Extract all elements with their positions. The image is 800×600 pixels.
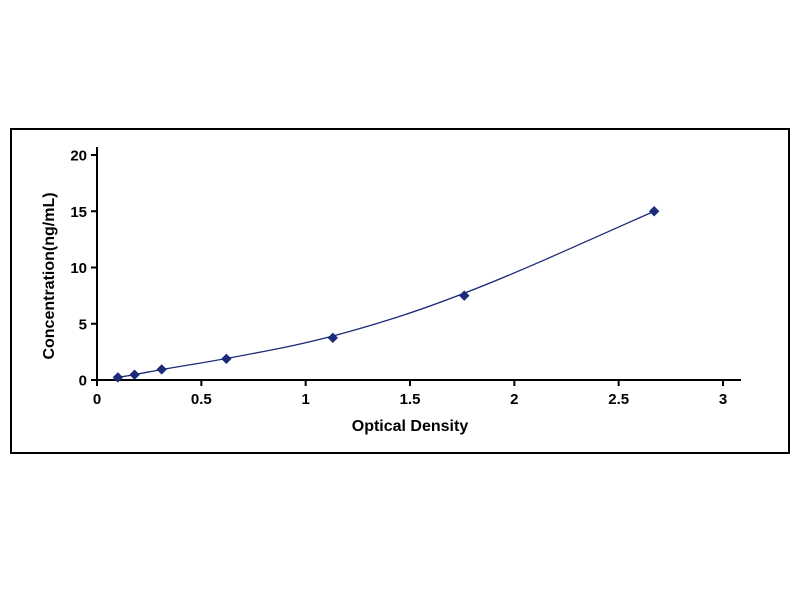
data-point-marker	[112, 372, 124, 383]
x-tick-label: 0	[93, 391, 101, 408]
x-tick-label: 2	[510, 391, 518, 408]
y-tick-label: 15	[70, 204, 87, 221]
data-point-marker	[327, 332, 339, 344]
x-tick-label: 2.5	[608, 391, 629, 408]
data-point-marker	[156, 364, 167, 375]
x-tick-label: 1	[301, 391, 309, 408]
plot-area: 0 5 10 15 20 0 0.5 1 1.5 2 2.5 3	[70, 147, 741, 408]
x-tick-label: 0.5	[191, 391, 212, 408]
y-tick-label: 5	[79, 316, 87, 333]
x-tick-label: 1.5	[400, 391, 421, 408]
data-point-marker	[648, 206, 660, 217]
y-tick-label: 10	[70, 260, 87, 277]
x-tick-label: 3	[719, 391, 727, 408]
data-point-marker	[221, 353, 232, 365]
standard-curve-chart: 0 5 10 15 20 0 0.5 1 1.5 2 2.5 3 Concentration(ng/m…	[10, 128, 790, 454]
y-tick-label: 20	[70, 148, 87, 165]
y-tick-label: 0	[79, 373, 87, 390]
data-point-marker	[459, 290, 470, 301]
series-line	[117, 210, 655, 379]
data-point-marker	[129, 369, 140, 380]
